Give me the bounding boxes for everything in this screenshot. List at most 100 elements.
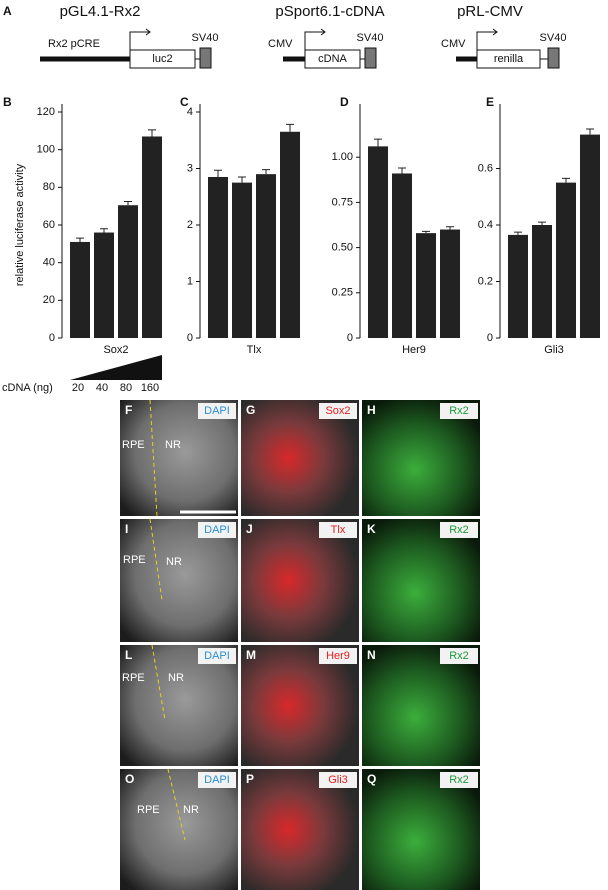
panel-letter: N xyxy=(367,648,376,662)
terminator: SV40 xyxy=(192,32,219,44)
stain-box xyxy=(440,648,478,664)
error-bar xyxy=(100,228,108,233)
gene: luc2 xyxy=(152,53,172,65)
boundary xyxy=(149,399,158,517)
micrograph xyxy=(241,645,359,766)
construct-name: pRL-CMV xyxy=(457,3,523,20)
boundary xyxy=(151,644,166,721)
micrograph xyxy=(120,769,238,890)
error-bar xyxy=(286,123,294,132)
tss-arrow xyxy=(476,28,498,50)
error-bar xyxy=(148,129,156,137)
stain-label: DAPI xyxy=(204,524,230,536)
panel-letter: Q xyxy=(367,772,376,786)
bar xyxy=(208,176,228,338)
micrograph xyxy=(120,519,238,642)
panel-letter: G xyxy=(246,403,255,417)
promoter: Rx2 pCRE xyxy=(48,38,100,50)
panel-letter: F xyxy=(125,403,132,417)
error-bar xyxy=(124,200,132,206)
terminator-box xyxy=(199,47,212,69)
x-axis-label: Her9 xyxy=(402,344,426,356)
stain-label: Rx2 xyxy=(449,650,469,662)
y-tick-label: 0 xyxy=(487,332,493,344)
y-tick-label: 0 xyxy=(49,332,55,344)
bar xyxy=(392,173,412,338)
tss-arrow xyxy=(304,28,326,50)
panel-letter: L xyxy=(125,648,132,662)
stain-box xyxy=(440,772,478,788)
region-label: NR xyxy=(166,556,182,568)
stain-box xyxy=(319,522,357,538)
x-axis-label: Gli3 xyxy=(544,344,564,356)
bar xyxy=(416,233,436,338)
terminator: SV40 xyxy=(357,32,384,44)
y-tick-label: 0.2 xyxy=(478,275,493,287)
stain-box xyxy=(198,772,236,788)
bar xyxy=(70,241,90,338)
error-bar xyxy=(262,169,270,175)
error-bar xyxy=(398,167,406,174)
y-tick-label: 1.00 xyxy=(332,151,353,163)
bar xyxy=(556,182,576,338)
y-tick-label: 2 xyxy=(187,219,193,231)
boundary xyxy=(167,768,186,841)
panel-letter: D xyxy=(340,95,349,109)
bar xyxy=(532,225,552,338)
error-bar xyxy=(422,230,430,234)
panel-letter: E xyxy=(486,95,494,109)
y-tick-label: 40 xyxy=(43,257,55,269)
x-axis-label: Tlx xyxy=(247,344,262,356)
tss-arrow xyxy=(129,28,151,50)
panel-letter: B xyxy=(3,95,12,109)
bar xyxy=(256,174,276,338)
panel-letter: C xyxy=(180,95,189,109)
panel-letter: M xyxy=(246,648,256,662)
stain-box xyxy=(319,403,357,419)
panel-letter: K xyxy=(367,522,376,536)
stain-box xyxy=(440,522,478,538)
y-tick-label: 60 xyxy=(43,219,55,231)
micrograph xyxy=(362,519,480,642)
bar xyxy=(118,205,138,338)
y-tick-label: 80 xyxy=(43,181,55,193)
dose-label: cDNA (ng) xyxy=(2,382,53,394)
error-bar xyxy=(214,169,222,177)
promoter: CMV xyxy=(268,38,293,50)
micrograph xyxy=(362,645,480,766)
stain-label: Gli3 xyxy=(328,774,348,786)
bar xyxy=(280,131,300,338)
stain-box xyxy=(198,522,236,538)
bar xyxy=(580,134,600,338)
micrograph xyxy=(362,769,480,890)
gene: renilla xyxy=(494,53,524,65)
stain-label: Rx2 xyxy=(449,774,469,786)
micrograph xyxy=(120,645,238,766)
y-tick-label: 0.75 xyxy=(332,196,353,208)
region-label: NR xyxy=(183,804,199,816)
bar xyxy=(94,232,114,338)
panel-letter: H xyxy=(367,403,376,417)
error-bar xyxy=(538,221,546,225)
stain-box xyxy=(440,403,478,419)
panel-letter: J xyxy=(246,522,253,536)
bar xyxy=(368,146,388,338)
stain-box xyxy=(319,772,357,788)
y-tick-label: 0.6 xyxy=(478,162,493,174)
stain-label: DAPI xyxy=(204,650,230,662)
stain-box xyxy=(198,648,236,664)
stain-label: DAPI xyxy=(204,774,230,786)
stain-box xyxy=(319,648,357,664)
y-tick-label: 20 xyxy=(43,294,55,306)
y-tick-label: 0 xyxy=(187,332,193,344)
micrograph xyxy=(241,519,359,642)
region-label: RPE xyxy=(137,804,160,816)
y-tick-label: 0.25 xyxy=(332,287,353,299)
error-bar xyxy=(76,237,84,242)
micrograph xyxy=(241,400,359,516)
dose-amount: 40 xyxy=(96,382,108,394)
y-tick-label: 3 xyxy=(187,162,193,174)
panel-letter: I xyxy=(125,522,128,536)
micrograph xyxy=(241,769,359,890)
dose-amount: 80 xyxy=(120,382,132,394)
